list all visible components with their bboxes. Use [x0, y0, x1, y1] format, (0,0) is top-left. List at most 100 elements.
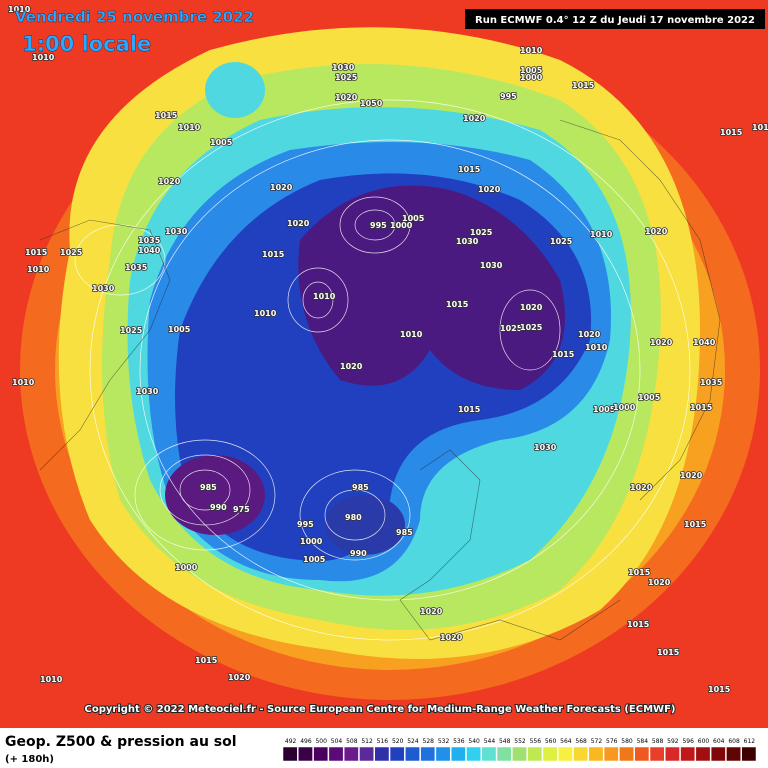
scale-label: 564: [560, 738, 572, 745]
pressure-label: 1020: [335, 93, 358, 102]
scale-swatch: [741, 746, 757, 762]
pressure-label: 995: [500, 92, 517, 101]
pressure-label: 1020: [645, 227, 668, 236]
pressure-label: 1030: [480, 261, 503, 270]
scale-label: 508: [346, 738, 358, 745]
pressure-label: 1020: [228, 673, 251, 682]
scale-swatch: [450, 746, 466, 762]
scale-swatch: [282, 746, 298, 762]
scale-swatch: [481, 746, 497, 762]
scale-label: 516: [377, 738, 389, 745]
pressure-label: 1030: [456, 237, 479, 246]
pressure-label: 1040: [138, 246, 161, 255]
scale-label: 592: [667, 738, 679, 745]
pressure-label: 1010: [254, 309, 277, 318]
pressure-label: 1015: [458, 405, 481, 414]
pressure-label: 1020: [478, 185, 501, 194]
scale-swatch: [313, 746, 329, 762]
pressure-label: 1010: [40, 675, 63, 684]
pressure-label: 1010: [313, 292, 336, 301]
pressure-label: 1020: [650, 338, 673, 347]
pressure-label: 1005: [303, 555, 326, 564]
pressure-label: 985: [396, 528, 413, 537]
scale-label: 560: [545, 738, 557, 745]
pressure-label: 1015: [627, 620, 650, 629]
pressure-label: 1020: [463, 114, 486, 123]
pressure-label: 1015: [708, 685, 731, 694]
pressure-label: 1050: [360, 99, 383, 108]
pressure-label: 1000: [613, 403, 636, 412]
scale-swatch: [665, 746, 680, 762]
pressure-label: 1010: [27, 265, 50, 274]
scale-label: 536: [453, 738, 465, 745]
scale-swatch: [603, 746, 619, 762]
scale-swatch: [359, 746, 374, 762]
pressure-label: 1010: [400, 330, 423, 339]
scale-swatch: [328, 746, 344, 762]
scale-label: 568: [575, 738, 587, 745]
pressure-label: 1015: [657, 648, 680, 657]
pressure-label: 1020: [158, 177, 181, 186]
run-box: [465, 9, 765, 29]
pressure-label: 1015: [25, 248, 48, 257]
scale-label: 520: [392, 738, 404, 745]
scale-swatch: [695, 746, 711, 762]
pressure-label: 985: [352, 483, 369, 492]
scale-swatch: [573, 746, 589, 762]
scale-swatch: [496, 746, 512, 762]
scale-label: 524: [407, 738, 419, 745]
pressure-label: 1030: [534, 443, 557, 452]
scale-label: 596: [682, 738, 694, 745]
pressure-label: 1035: [700, 378, 723, 387]
legend-subtitle: (+ 180h): [5, 754, 54, 765]
pressure-label: 1015: [155, 111, 178, 120]
scale-label: 492: [285, 738, 297, 745]
scale-swatch: [374, 746, 390, 762]
scale-label: 572: [591, 738, 603, 745]
pressure-label: 1015: [720, 128, 743, 137]
pressure-labels: 1010101010151010100510301025102010501010…: [7, 4, 768, 695]
pressure-label: 1020: [680, 471, 703, 480]
pressure-label: 1025: [120, 326, 143, 335]
pressure-label: 990: [350, 549, 367, 558]
pressure-label: 1000: [520, 73, 543, 82]
pressure-label: 1025: [60, 248, 83, 257]
pressure-label: 1010: [590, 230, 613, 239]
scale-label: 608: [728, 738, 740, 745]
scale-swatch: [710, 746, 726, 762]
pressure-label: 1025: [520, 323, 543, 332]
pressure-label: 1010: [32, 53, 55, 62]
pressure-label: 1010: [8, 5, 31, 14]
pressure-label: 1015: [628, 568, 651, 577]
pressure-label: 1015: [684, 520, 707, 529]
pressure-label: 1000: [300, 537, 323, 546]
time: 1:00 locale: [22, 32, 151, 56]
pressure-label: 980: [345, 513, 362, 522]
pressure-label: 1015: [690, 403, 713, 412]
pressure-label: 1010: [520, 46, 543, 55]
scale-label: 576: [606, 738, 618, 745]
date: Vendredi 25 novembre 2022: [15, 8, 254, 26]
scale-swatch: [649, 746, 665, 762]
scale-swatch: [726, 746, 741, 762]
pressure-label: 1025: [500, 324, 523, 333]
pressure-label: 1015: [458, 165, 481, 174]
scale-label: 548: [499, 738, 511, 745]
pressure-label: 1000: [390, 221, 413, 230]
pressure-label: 1005: [210, 138, 233, 147]
pressure-label: 995: [297, 520, 314, 529]
pressure-label: 1005: [520, 66, 543, 75]
scale-swatch: [557, 746, 573, 762]
scale-label: 580: [621, 738, 633, 745]
pressure-label: 1025: [335, 73, 358, 82]
scale-swatch: [680, 746, 696, 762]
scale-swatch: [512, 746, 527, 762]
scale-label: 532: [438, 738, 450, 745]
pressure-label: 1020: [420, 607, 443, 616]
field: [0, 0, 768, 728]
pressure-label: 1040: [693, 338, 716, 347]
pressure-label: 1015: [552, 350, 575, 359]
scale-swatch: [588, 746, 604, 762]
scale-label: 584: [637, 738, 649, 745]
